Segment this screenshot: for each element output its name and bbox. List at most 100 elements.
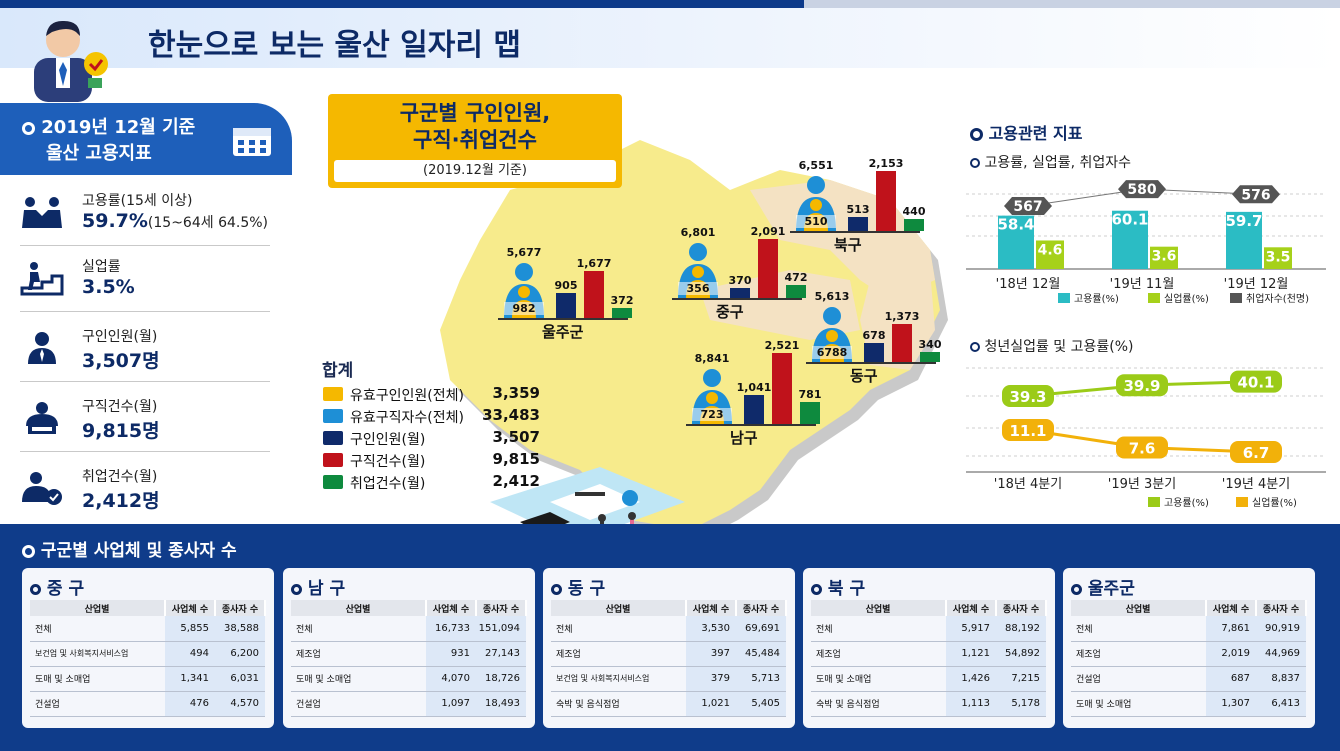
job-seekers-total-label: 6,551 (798, 159, 834, 172)
district-donggu: 5,613 6788 678 1,373 340 동구 (806, 286, 946, 385)
page-title: 한눈으로 보는 울산 일자리 맵 (148, 28, 521, 63)
job-offers-total-label: 510 (796, 215, 836, 228)
kpi-employment-rate: 고용률(15세 이상) 59.7%(15~64세 64.5%) (20, 180, 270, 246)
bar-value-label: 2,521 (764, 339, 800, 353)
district-junggu: 6,801 356 370 2,091 472 중구 (672, 222, 807, 321)
table-row: 전체 3,530 69,691 (551, 616, 786, 642)
ulsan-map (440, 140, 948, 540)
business-table: 산업별 사업체 수 종사자 수 전체 3,530 69,691 제조업 397 45,484 보건… (551, 600, 787, 717)
table-row: 제조업 931 27,143 (291, 641, 526, 667)
person-yellow-icon (323, 387, 343, 401)
firms-cell: 1,113 (946, 691, 996, 717)
bar-seeks (772, 353, 792, 424)
bar-value-label: 340 (918, 338, 942, 352)
chart-employment: 58.44.6 567 '18년 12월 60.1 3.6 580 '19년 11월 59.7… (966, 180, 1326, 305)
total-row: 유효구직자수(전체) 33,483 (320, 406, 548, 426)
red-swatch (323, 453, 343, 467)
table-row: 숙박 및 음식점업 1,021 5,405 (551, 691, 786, 717)
workers-cell: 18,493 (476, 691, 526, 717)
workers-cell: 44,969 (1256, 641, 1306, 667)
bar-value-label: 440 (902, 204, 926, 218)
table-row: 숙박 및 음식점업 1,113 5,178 (811, 691, 1046, 717)
header-band (0, 8, 1340, 68)
legend-label: 고용률(%) (1164, 497, 1209, 509)
kpi-label: 고용률(15세 이상) (82, 193, 193, 209)
district-baseline (498, 318, 628, 320)
industry-cell: 숙박 및 음식점업 (811, 691, 946, 717)
marker-employed-count (1232, 185, 1280, 204)
workers-cell: 5,405 (736, 691, 786, 717)
district-namgu: 8,841 723 1,041 2,521 781 남구 (686, 339, 826, 447)
kpi-value: 3.5% (82, 276, 135, 298)
district-ulju: 5,677 982 905 1,677 372 울주군 (498, 242, 633, 341)
legend-swatch (1236, 497, 1248, 507)
total-row: 구인인원(월) 3,507 (320, 428, 548, 448)
table-header: 사업체 수 (946, 600, 997, 616)
bullet-circle-icon (30, 583, 41, 595)
bar-value-label: 372 (610, 293, 634, 307)
point-value-label: 40.1 (1237, 374, 1274, 392)
workers-cell: 69,691 (736, 616, 786, 642)
x-tick-label: '19년 12월 (1224, 277, 1289, 292)
kpi-value: 59.7%(15~64세 64.5%) (82, 210, 269, 232)
bullet-circle-icon (970, 342, 980, 352)
bar-employed (786, 284, 806, 298)
table-row: 보건업 및 사회복지서비스업 379 5,713 (551, 666, 786, 692)
map-subtitle: (2019.12월 기준) (334, 160, 616, 182)
total-row: 구직건수(월) 9,815 (320, 450, 548, 470)
bar-value-label: 513 (846, 202, 870, 216)
table-header: 사업체 수 (1206, 600, 1257, 616)
bar-employment-rate (998, 215, 1034, 269)
kpi-value: 2,412명 (82, 490, 160, 512)
industry-cell: 도매 및 소매업 (30, 666, 165, 692)
card-title: 울주군 (1071, 574, 1135, 599)
table-row: 건설업 476 4,570 (30, 691, 265, 717)
bar-offers (744, 394, 764, 424)
point-youth-unemployment (1116, 436, 1168, 459)
left-heading-line1: 2019년 12월 기준 (41, 117, 196, 138)
marker-value-label: 576 (1241, 187, 1270, 203)
job-offers-total-label: 723 (692, 408, 732, 421)
legend-swatch (1058, 293, 1070, 303)
workers-cell: 6,200 (215, 641, 265, 667)
map-title: 구군별 구인인원, 구직·취업건수 (399, 101, 551, 152)
bullet-circle-icon (1071, 583, 1082, 595)
table-header: 종사자 수 (736, 600, 787, 616)
totals-legend: 유효구인인원(전체) 3,359 유효구직자수(전체) 33,483 구인인원(월)… (320, 384, 550, 494)
table-header: 산업별 (1071, 600, 1207, 616)
workers-cell: 18,726 (476, 666, 526, 692)
firms-cell: 16,733 (426, 616, 476, 642)
workers-cell: 5,713 (736, 666, 786, 692)
thinking-man-illustration (34, 20, 108, 102)
bar-offers (864, 343, 884, 362)
workers-cell: 6,413 (1256, 691, 1306, 717)
table-row: 전체 16,733 151,094 (291, 616, 526, 642)
table-header: 산업별 (551, 600, 687, 616)
district-business-card: 북 구 산업별 사업체 수 종사자 수 전체 5,917 88,192 제조업 1,121 54,… (803, 568, 1055, 728)
bar-seeks (584, 271, 604, 318)
legend-swatch (1230, 293, 1242, 303)
workers-cell: 38,588 (215, 616, 265, 642)
employed-check-icon (22, 472, 62, 505)
bar-employed (920, 352, 940, 362)
job-seekers-total-label: 5,677 (506, 246, 542, 259)
left-panel-heading: 2019년 12월 기준 울산 고용지표 (0, 103, 292, 175)
table-header: 종사자 수 (215, 600, 266, 616)
card-title: 중 구 (30, 574, 84, 599)
bar-value-label: 2,153 (868, 156, 904, 170)
job-seekers-total-label: 5,613 (814, 290, 850, 303)
bar-value-label: 781 (798, 388, 822, 402)
firms-cell: 397 (686, 641, 736, 667)
table-header: 종사자 수 (1256, 600, 1307, 616)
kpi-unemployment-rate: 실업률 3.5% (20, 246, 270, 312)
totals-title: 합계 (322, 361, 354, 381)
table-header: 사업체 수 (426, 600, 477, 616)
job-offers-total-label: 356 (678, 282, 718, 295)
bar-seeks (876, 170, 896, 231)
business-table: 산업별 사업체 수 종사자 수 전체 7,861 90,919 제조업 2,019 44,969… (1071, 600, 1307, 717)
point-value-label: 39.3 (1009, 388, 1046, 406)
bar-value-label: 1,041 (736, 380, 772, 394)
table-row: 제조업 1,121 54,892 (811, 641, 1046, 667)
firms-cell: 2,019 (1206, 641, 1256, 667)
industry-cell: 도매 및 소매업 (1071, 691, 1206, 717)
